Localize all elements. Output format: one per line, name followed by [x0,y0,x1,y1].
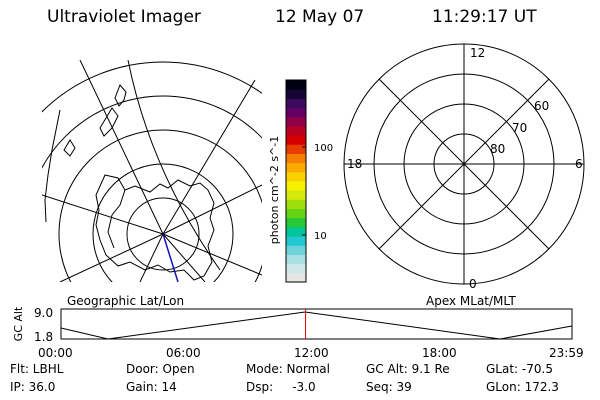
mlt-label-0: 0 [469,277,477,291]
xtick: 06:00 [166,346,201,360]
mlat-label-80: 80 [490,142,505,156]
ip-info: IP: 36.0 [10,380,56,394]
footpoint-track [162,233,179,282]
coastline [99,107,119,137]
colorbar-cell [286,80,306,90]
colorbar-cell [286,226,306,237]
mlt-label-6: 6 [575,157,583,171]
coastline [107,189,126,249]
mlt-label-18: 18 [347,157,362,171]
lon-line [42,194,164,235]
door-info: Door: Open [126,362,195,376]
mlt-line [378,78,550,250]
lat-circle [92,163,234,282]
mlat-circle [373,73,555,255]
coastline [63,139,76,157]
gc-alt-info: GC Alt: 9.1 Re [366,362,450,376]
ytick-bottom: 1.8 [34,330,53,344]
glon-info: GLon: 172.3 [486,380,559,394]
ytick-top: 9.0 [34,306,53,320]
timeline-ylabel: GC Alt [12,306,25,341]
colorbar-cell [286,272,306,283]
lon-line [59,233,164,282]
lon-line [79,60,164,235]
lon-line [162,233,262,276]
colorbar-cell [286,245,306,255]
colorbar-cell [286,254,306,265]
mlat-circle [403,103,525,225]
colorbar-cell [286,208,306,219]
colorbar-cell [286,107,306,118]
dsp-info: Dsp: -3.0 [246,380,316,394]
mlat-circle [433,133,495,195]
xtick: 18:00 [422,346,457,360]
colorbar-cell [286,162,306,173]
mlat-circle [343,43,585,285]
colorbar-cell [286,171,306,182]
lon-line [162,184,262,235]
xtick: 12:00 [294,346,329,360]
altitude-curve [60,311,573,340]
gain-info: Gain: 14 [126,380,177,394]
mode-info: Mode: Normal [246,362,330,376]
lat-circle [126,197,200,271]
xtick: 00:00 [38,346,73,360]
geographic-caption: Geographic Lat/Lon [67,294,185,308]
coastline [95,174,215,281]
lon-line [139,233,164,282]
colorbar-cell [286,135,306,145]
colorbar-cell [286,116,306,127]
mlat-label-70: 70 [512,121,527,135]
observation-time: 11:29:17 UT [432,7,537,27]
apex-caption: Apex MLat/MLT [426,294,516,308]
colorbar-cell [286,199,306,210]
colorbar-cell [286,217,306,228]
colorbar-cell [286,98,306,109]
colorbar-tick-100: 100 [314,143,333,154]
coastline [114,84,127,107]
xtick: 23:59 [549,346,584,360]
colorbar-cell [286,190,306,200]
lon-line [162,79,256,235]
horizon-line [127,60,221,271]
mlt-line [378,78,550,250]
lat-circle [42,61,262,113]
colorbar-cell [286,153,306,164]
colorbar-tick-10: 10 [314,231,327,242]
colorbar-cell [286,125,306,136]
lat-circle [42,95,262,169]
mlat-label-60: 60 [534,99,549,113]
glat-info: GLat: -70.5 [486,362,553,376]
lon-line [162,233,206,282]
colorbar-cell [286,144,306,154]
colorbar-cell [286,181,306,191]
mlt-label-12: 12 [470,46,485,60]
observation-date: 12 May 07 [275,7,365,27]
colorbar-label: photon cm^-2 s^-1 [268,136,281,245]
colorbar-cell [286,236,306,246]
seq-info: Seq: 39 [366,380,412,394]
colorbar-cell [286,263,306,274]
instrument-title: Ultraviolet Imager [47,7,201,27]
colorbar-cell [286,89,306,99]
filter-info: Flt: LBHL [10,362,64,376]
coastline [44,109,61,223]
